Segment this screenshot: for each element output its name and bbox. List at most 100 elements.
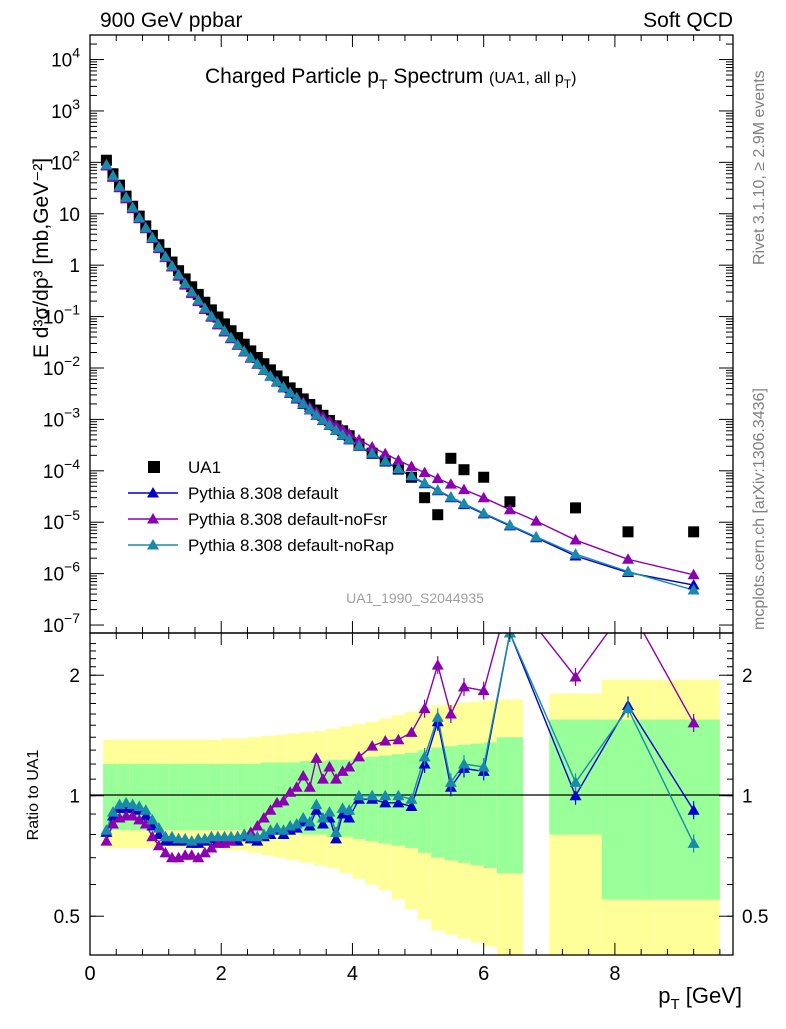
y-tick-label: 10−7	[43, 610, 80, 637]
inner-band	[431, 747, 445, 858]
ratio-marker-1	[343, 811, 356, 823]
series-marker-3	[277, 381, 290, 392]
ratio-marker-2	[504, 588, 516, 599]
series-marker-2	[418, 466, 431, 478]
legend-label-2: Pythia 8.308 default-noFsr	[188, 510, 388, 529]
ratio-y-tick-label-right: 1	[742, 787, 753, 808]
ratio-marker-2	[205, 842, 218, 853]
y-tick-label: 10−6	[43, 559, 80, 586]
ratio-marker-3	[323, 806, 336, 817]
ratio-marker-2	[303, 781, 316, 792]
ratio-marker-2	[316, 773, 329, 784]
ratio-marker-1	[330, 832, 343, 844]
series-marker-3	[270, 375, 283, 387]
ratio-marker-2	[126, 809, 139, 821]
data-point	[232, 332, 244, 344]
ratio-marker-2	[277, 795, 290, 806]
series-marker-3	[622, 565, 635, 576]
data-point	[688, 526, 700, 538]
ratio-marker-3	[379, 789, 392, 801]
ratio-marker-3	[477, 760, 490, 772]
series-marker-3	[290, 392, 303, 403]
ratio-marker-2	[152, 839, 165, 851]
inner-band	[247, 764, 261, 833]
ratio-marker-3	[431, 711, 444, 722]
series-marker-3	[316, 414, 329, 425]
x-tick-label: 4	[347, 963, 358, 985]
ratio-marker-3	[444, 776, 457, 787]
ratio-marker-3	[277, 824, 290, 835]
series-marker-3	[330, 424, 343, 435]
main-plot-marks	[100, 154, 700, 595]
ratio-marker-2	[569, 670, 582, 682]
series-marker-3	[503, 519, 516, 530]
series-marker-3	[366, 447, 379, 458]
series-marker-3	[100, 158, 113, 170]
legend-marker-3	[147, 539, 159, 550]
ratio-marker-2	[310, 752, 323, 763]
data-point	[212, 311, 224, 323]
rivet-label: Rivet 3.1.10, ≥ 2.9M events	[751, 70, 768, 265]
inner-band	[181, 764, 195, 831]
series-marker-3	[166, 259, 179, 271]
series-marker-3	[530, 530, 543, 542]
ratio-marker-1	[316, 817, 329, 829]
ratio-marker-1	[392, 796, 405, 808]
series-marker-3	[159, 250, 172, 262]
series-marker-2	[431, 472, 444, 483]
ratio-marker-2	[444, 708, 457, 719]
ratio-plot-marks	[100, 588, 700, 863]
ratio-marker-1	[310, 804, 323, 815]
ratio-marker-2	[366, 740, 379, 751]
ratio-marker-3	[146, 813, 159, 825]
ratio-marker-3	[257, 828, 270, 840]
data-point	[622, 526, 634, 538]
ratio-y-tick-label: 0.5	[54, 907, 80, 928]
series-marker-3	[687, 584, 700, 595]
ratio-marker-2	[284, 786, 297, 797]
inner-band	[601, 719, 655, 900]
ratio-marker-2	[264, 804, 277, 815]
ratio-marker-2	[251, 820, 264, 831]
inner-band	[194, 764, 209, 831]
series-marker-3	[179, 277, 192, 288]
ratio-marker-2	[106, 817, 119, 829]
series-marker-3	[392, 462, 405, 473]
series-marker-3	[297, 397, 310, 409]
ratio-marker-3	[687, 837, 700, 848]
series-marker-3	[231, 338, 244, 350]
ratio-marker-3	[418, 750, 431, 762]
data-point	[570, 502, 582, 514]
ratio-marker-3	[392, 789, 405, 801]
ratio-marker-2	[139, 817, 152, 829]
ratio-marker-3	[343, 804, 356, 815]
series-marker-3	[225, 331, 238, 343]
legend-marker-1	[147, 487, 159, 498]
ratio-y-tick-label: 2	[69, 666, 80, 687]
x-tick-label: 6	[478, 963, 489, 985]
y-tick-label: 10	[59, 205, 80, 226]
ratio-marker-2	[192, 851, 205, 863]
series-marker-3	[133, 211, 146, 223]
ratio-marker-2	[622, 599, 634, 610]
ratio-marker-3	[126, 798, 139, 810]
data-point	[199, 296, 211, 308]
ratio-marker-3	[290, 817, 303, 829]
inner-band	[496, 737, 524, 874]
series-marker-3	[569, 548, 582, 559]
ratio-marker-2	[133, 813, 146, 825]
ratio-marker-3	[238, 828, 251, 840]
series-marker-3	[146, 231, 159, 243]
inner-band	[234, 764, 248, 831]
x-tick-label: 2	[216, 963, 227, 985]
ratio-marker-3	[106, 806, 119, 817]
ratio-uncertainty-bands	[103, 679, 720, 955]
series-marker-2	[379, 447, 392, 459]
series-marker-2	[366, 441, 379, 452]
ratio-marker-3	[303, 815, 316, 827]
series-marker-3	[218, 324, 231, 336]
series-marker-3	[139, 221, 152, 233]
ratio-marker-2	[257, 811, 270, 823]
ratio-marker-2	[343, 760, 356, 772]
